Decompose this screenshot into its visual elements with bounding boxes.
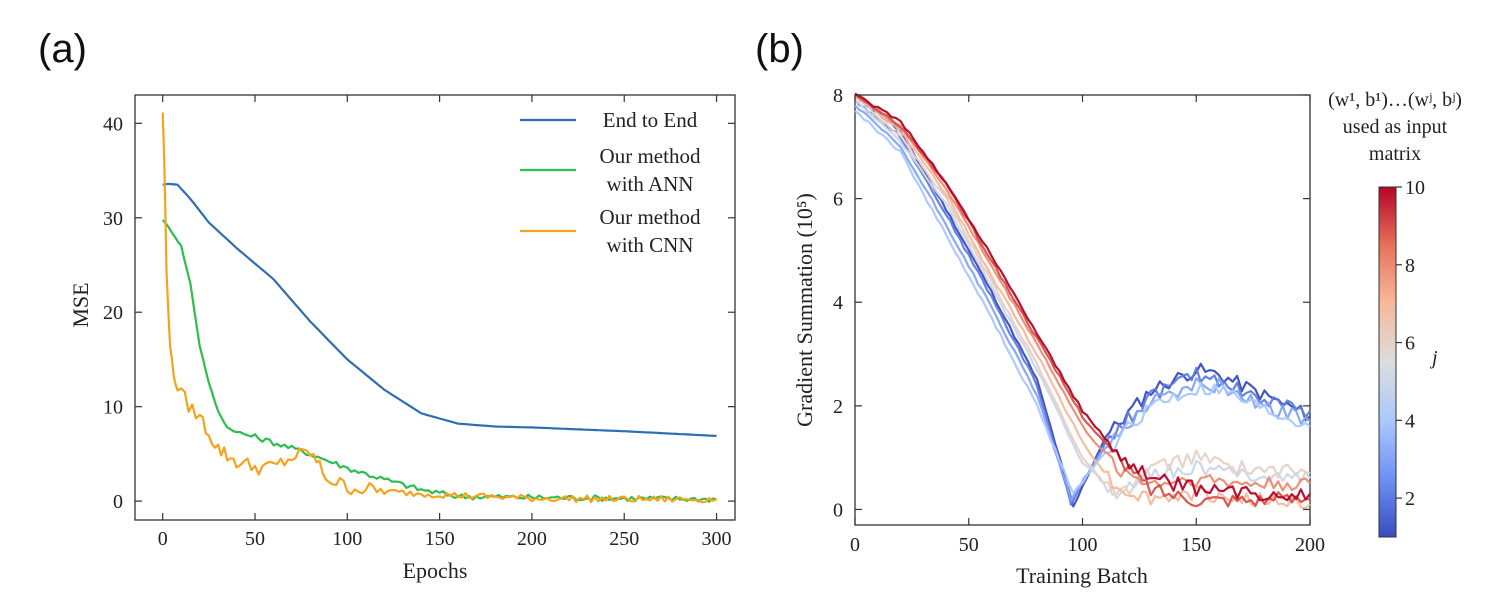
x-tick-label: 0	[850, 534, 860, 556]
y-tick-label: 6	[833, 189, 843, 211]
colorbar-label: j	[1429, 347, 1438, 369]
x-tick-label: 200	[1295, 534, 1325, 556]
colorbar-gradient	[1378, 186, 1397, 538]
x-tick-label: 150	[1181, 534, 1211, 556]
series-line	[161, 219, 717, 503]
x-tick-label: 100	[332, 528, 362, 550]
chart-b-lines	[854, 92, 1311, 510]
legend-label: Our method	[600, 205, 701, 229]
series-line	[161, 112, 717, 504]
legend-label: with ANN	[607, 172, 694, 196]
series-line-j9	[854, 92, 1311, 508]
panel-b-label: (b)	[755, 27, 804, 71]
x-tick-label: 150	[425, 528, 455, 550]
colorbar-tick-label: 4	[1405, 410, 1415, 432]
x-tick-label: 0	[158, 528, 168, 550]
legend-label: with CNN	[607, 233, 694, 257]
chart-a-legend: End to End Our method with ANN Our method wi…	[520, 108, 701, 257]
legend-label: Our method	[600, 144, 701, 168]
series-line-j8	[854, 95, 1311, 492]
series-line-j10	[854, 92, 1311, 502]
y-tick-label: 0	[833, 499, 843, 521]
x-tick-label: 200	[517, 528, 547, 550]
colorbar-tick-label: 2	[1405, 488, 1415, 510]
chart-a-xlabel: Epochs	[403, 558, 468, 583]
chart-a-ticks: 0 50 100 150 200 250 300 0 10 20 30 40	[103, 95, 735, 550]
colorbar: (w¹, b¹)…(wʲ, bʲ) used as input matrix 2…	[1328, 89, 1462, 538]
chart-a-ylabel: MSE	[68, 282, 93, 327]
series-line-j7	[854, 95, 1311, 510]
y-tick-label: 20	[103, 302, 123, 324]
panel-a-label: (a)	[38, 27, 87, 71]
y-tick-label: 10	[103, 397, 123, 419]
series-line-j4	[854, 110, 1311, 495]
chart-a-frame	[134, 94, 736, 521]
colorbar-tick-label: 8	[1405, 255, 1415, 277]
colorbar-title-line-2: used as input	[1343, 116, 1448, 138]
x-tick-label: 300	[702, 528, 732, 550]
x-tick-label: 250	[609, 528, 639, 550]
colorbar-tick-label: 10	[1405, 177, 1425, 199]
chart-b-xlabel: Training Batch	[1016, 563, 1148, 588]
series-line-j5	[854, 99, 1311, 500]
y-tick-label: 8	[833, 85, 843, 107]
y-tick-label: 4	[833, 292, 843, 314]
y-tick-label: 2	[833, 396, 843, 418]
series-line	[162, 182, 717, 437]
colorbar-title-line-3: matrix	[1369, 143, 1421, 165]
x-tick-label: 100	[1068, 534, 1098, 556]
y-tick-label: 30	[103, 208, 123, 230]
chart-a-lines	[161, 112, 717, 504]
colorbar-tick-label: 6	[1405, 333, 1415, 355]
chart-b: 0 50 100 150 200 0 2 4 6 8 Training Batch Gradien…	[792, 85, 1325, 588]
legend-label: End to End	[603, 108, 698, 132]
chart-a: 0 50 100 150 200 250 300 0 10 20 30 40 Epochs MSE E…	[68, 94, 736, 583]
y-tick-label: 40	[103, 113, 123, 135]
series-line-j6	[854, 95, 1311, 496]
chart-b-ylabel: Gradient Summation (10⁵)	[792, 193, 817, 427]
colorbar-ticks: 2 4 6 8 10	[1396, 177, 1425, 510]
chart-b-ticks: 0 50 100 150 200 0 2 4 6 8	[833, 85, 1325, 556]
colorbar-title-line-1: (w¹, b¹)…(wʲ, bʲ)	[1328, 89, 1462, 111]
y-tick-label: 0	[113, 491, 123, 513]
x-tick-label: 50	[245, 528, 265, 550]
x-tick-label: 50	[959, 534, 979, 556]
